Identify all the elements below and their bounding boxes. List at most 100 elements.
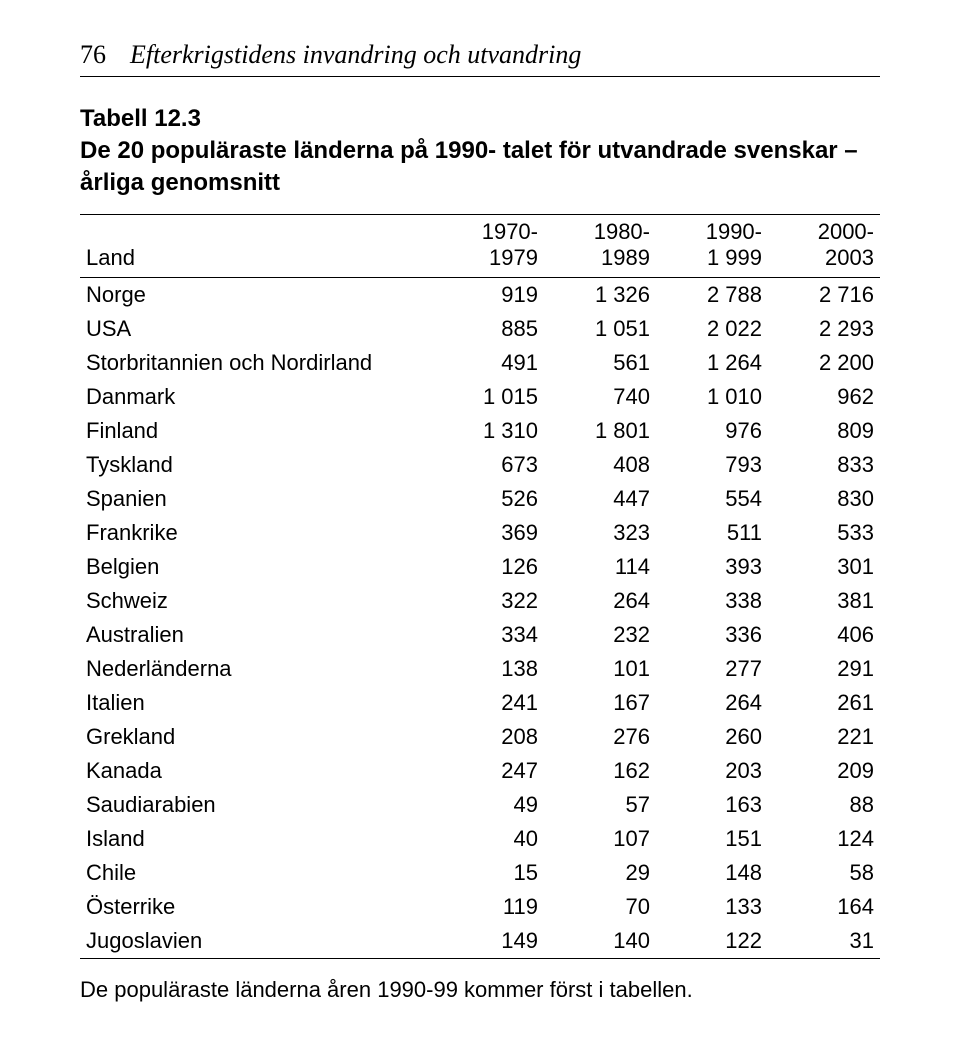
table-row: Schweiz322264338381: [80, 584, 880, 618]
cell-value: 209: [768, 754, 880, 788]
cell-value: 1 801: [544, 414, 656, 448]
cell-value: 408: [544, 448, 656, 482]
cell-value: 162: [544, 754, 656, 788]
cell-value: 107: [544, 822, 656, 856]
cell-land: Frankrike: [80, 516, 432, 550]
cell-value: 406: [768, 618, 880, 652]
cell-value: 511: [656, 516, 768, 550]
col-header-2-bottom: 1 999: [656, 245, 768, 278]
cell-value: 208: [432, 720, 544, 754]
cell-value: 15: [432, 856, 544, 890]
cell-value: 1 010: [656, 380, 768, 414]
table-row: Tyskland673408793833: [80, 448, 880, 482]
table-row: Australien334232336406: [80, 618, 880, 652]
cell-value: 70: [544, 890, 656, 924]
cell-land: USA: [80, 312, 432, 346]
cell-value: 1 051: [544, 312, 656, 346]
cell-value: 101: [544, 652, 656, 686]
col-header-1-bottom: 1989: [544, 245, 656, 278]
cell-value: 232: [544, 618, 656, 652]
cell-value: 393: [656, 550, 768, 584]
cell-value: 119: [432, 890, 544, 924]
cell-land: Saudiarabien: [80, 788, 432, 822]
table-body: Norge9191 3262 7882 716USA8851 0512 0222…: [80, 277, 880, 958]
table-row: Finland1 3101 801976809: [80, 414, 880, 448]
table-row: Grekland208276260221: [80, 720, 880, 754]
table-row: Saudiarabien495716388: [80, 788, 880, 822]
cell-land: Danmark: [80, 380, 432, 414]
table-row: Storbritannien och Nordirland4915611 264…: [80, 346, 880, 380]
cell-value: 1 310: [432, 414, 544, 448]
table-row: Nederländerna138101277291: [80, 652, 880, 686]
cell-value: 247: [432, 754, 544, 788]
cell-value: 2 293: [768, 312, 880, 346]
cell-value: 919: [432, 277, 544, 312]
cell-land: Finland: [80, 414, 432, 448]
cell-value: 833: [768, 448, 880, 482]
cell-value: 40: [432, 822, 544, 856]
table-row: Chile152914858: [80, 856, 880, 890]
cell-land: Kanada: [80, 754, 432, 788]
cell-value: 49: [432, 788, 544, 822]
cell-value: 323: [544, 516, 656, 550]
cell-value: 976: [656, 414, 768, 448]
cell-land: Australien: [80, 618, 432, 652]
cell-land: Storbritannien och Nordirland: [80, 346, 432, 380]
cell-value: 261: [768, 686, 880, 720]
cell-value: 533: [768, 516, 880, 550]
table-row: Spanien526447554830: [80, 482, 880, 516]
cell-value: 291: [768, 652, 880, 686]
table-row: Österrike11970133164: [80, 890, 880, 924]
cell-value: 322: [432, 584, 544, 618]
page-header: 76 Efterkrigstidens invandring och utvan…: [80, 40, 880, 77]
cell-value: 88: [768, 788, 880, 822]
cell-value: 277: [656, 652, 768, 686]
cell-value: 830: [768, 482, 880, 516]
cell-value: 264: [656, 686, 768, 720]
table-block: Tabell 12.3 De 20 populäraste länderna p…: [80, 105, 880, 1003]
cell-land: Chile: [80, 856, 432, 890]
cell-value: 57: [544, 788, 656, 822]
cell-value: 554: [656, 482, 768, 516]
cell-value: 163: [656, 788, 768, 822]
cell-value: 1 264: [656, 346, 768, 380]
table-row: Norge9191 3262 7882 716: [80, 277, 880, 312]
table-row: Belgien126114393301: [80, 550, 880, 584]
cell-value: 2 022: [656, 312, 768, 346]
table-row: Danmark1 0157401 010962: [80, 380, 880, 414]
table-head: 1970- 1980- 1990- 2000- Land 1979 1989 1…: [80, 214, 880, 277]
cell-land: Belgien: [80, 550, 432, 584]
cell-value: 334: [432, 618, 544, 652]
cell-value: 2 200: [768, 346, 880, 380]
table-row: Island40107151124: [80, 822, 880, 856]
cell-value: 1 015: [432, 380, 544, 414]
cell-land: Schweiz: [80, 584, 432, 618]
header-row-top: 1970- 1980- 1990- 2000-: [80, 214, 880, 245]
cell-value: 2 716: [768, 277, 880, 312]
cell-value: 809: [768, 414, 880, 448]
cell-value: 561: [544, 346, 656, 380]
table-row: Italien241167264261: [80, 686, 880, 720]
cell-land: Grekland: [80, 720, 432, 754]
cell-value: 447: [544, 482, 656, 516]
cell-value: 122: [656, 924, 768, 959]
col-header-land-top: [80, 214, 432, 245]
table-footnote: De populäraste länderna åren 1990-99 kom…: [80, 977, 880, 1003]
cell-value: 148: [656, 856, 768, 890]
cell-value: 301: [768, 550, 880, 584]
cell-value: 29: [544, 856, 656, 890]
col-header-2-top: 1990-: [656, 214, 768, 245]
cell-value: 338: [656, 584, 768, 618]
cell-value: 2 788: [656, 277, 768, 312]
cell-value: 885: [432, 312, 544, 346]
cell-land: Jugoslavien: [80, 924, 432, 959]
cell-value: 126: [432, 550, 544, 584]
cell-land: Spanien: [80, 482, 432, 516]
running-title: Efterkrigstidens invandring och utvandri…: [130, 40, 581, 70]
cell-value: 114: [544, 550, 656, 584]
table-row: Frankrike369323511533: [80, 516, 880, 550]
cell-value: 276: [544, 720, 656, 754]
cell-value: 31: [768, 924, 880, 959]
header-row-bottom: Land 1979 1989 1 999 2003: [80, 245, 880, 278]
table-caption: De 20 populäraste länderna på 1990- tale…: [80, 135, 880, 200]
